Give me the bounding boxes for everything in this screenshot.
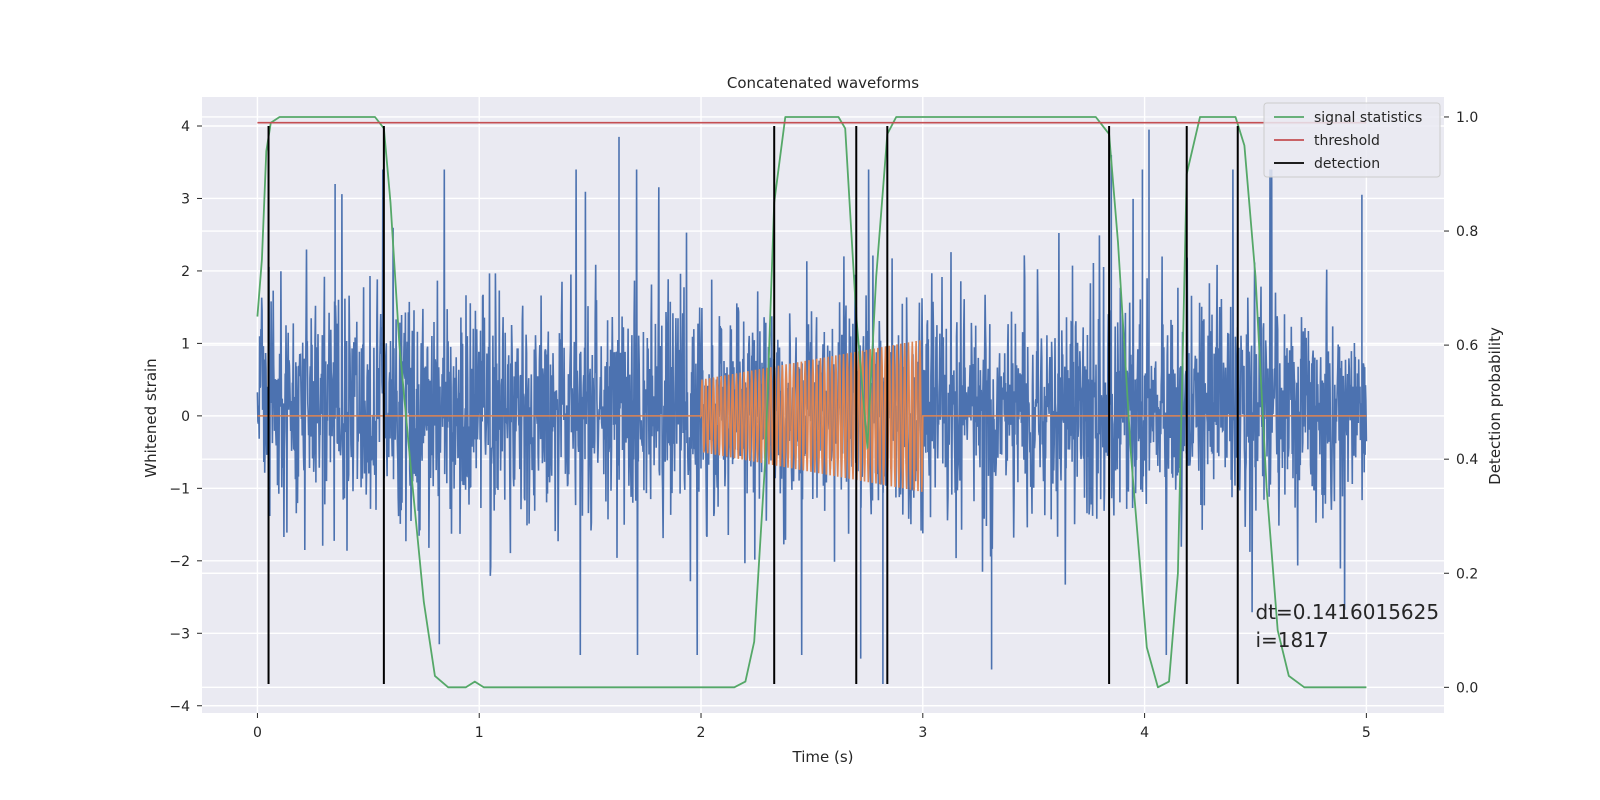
y-tick-label: 0	[181, 409, 190, 425]
annotation: dt=0.1416015625 i=1817	[1255, 600, 1439, 652]
x-tick-label: 2	[697, 725, 706, 741]
legend: signal statistics threshold detection	[1263, 102, 1441, 178]
x-tick-label: 3	[918, 725, 927, 741]
x-tick-label: 4	[1140, 725, 1149, 741]
x-tick-label: 0	[253, 725, 262, 741]
y-tick-label: −4	[169, 699, 190, 715]
y-tick-label-right: 0.8	[1456, 224, 1478, 240]
y-tick-label-right: 0.2	[1456, 566, 1478, 582]
y-tick-label: 3	[181, 191, 190, 207]
x-tick-label: 5	[1362, 725, 1371, 741]
y-axis-label-right: Detection probability	[1486, 327, 1504, 485]
annotation-text: i=1817	[1255, 628, 1328, 652]
legend-label: signal statistics	[1314, 110, 1422, 126]
axes-layer: 0 1 2 3 4 5 −4 −3 −2 −1 0 1 2 3 4 0.0 0.2 0.4 0.6 0.8 1.0	[169, 110, 1478, 741]
y-tick-label-right: 0.6	[1456, 338, 1478, 354]
y-tick-label: −3	[169, 626, 190, 642]
x-tick-label: 1	[475, 725, 484, 741]
y-tick-label-right: 0.0	[1456, 680, 1478, 696]
legend-label: threshold	[1314, 133, 1380, 149]
annotation-text: dt=0.1416015625	[1255, 600, 1439, 624]
y-tick-label: −2	[169, 554, 190, 570]
y-tick-label: 1	[181, 336, 190, 352]
y-tick-label-right: 1.0	[1456, 110, 1478, 126]
legend-box	[1263, 102, 1441, 178]
y-tick-label: 2	[181, 264, 190, 280]
x-axis-label: Time (s)	[792, 748, 854, 766]
y-tick-label: 4	[181, 119, 190, 135]
y-axis-label: Whitened strain	[142, 358, 160, 477]
y-tick-label: −1	[169, 481, 190, 497]
y-tick-label-right: 0.4	[1456, 452, 1478, 468]
chart-title: Concatenated waveforms	[727, 74, 919, 92]
signal-statistics-line	[256, 116, 1367, 689]
legend-label: detection	[1314, 156, 1380, 172]
series-layer	[256, 116, 1368, 689]
